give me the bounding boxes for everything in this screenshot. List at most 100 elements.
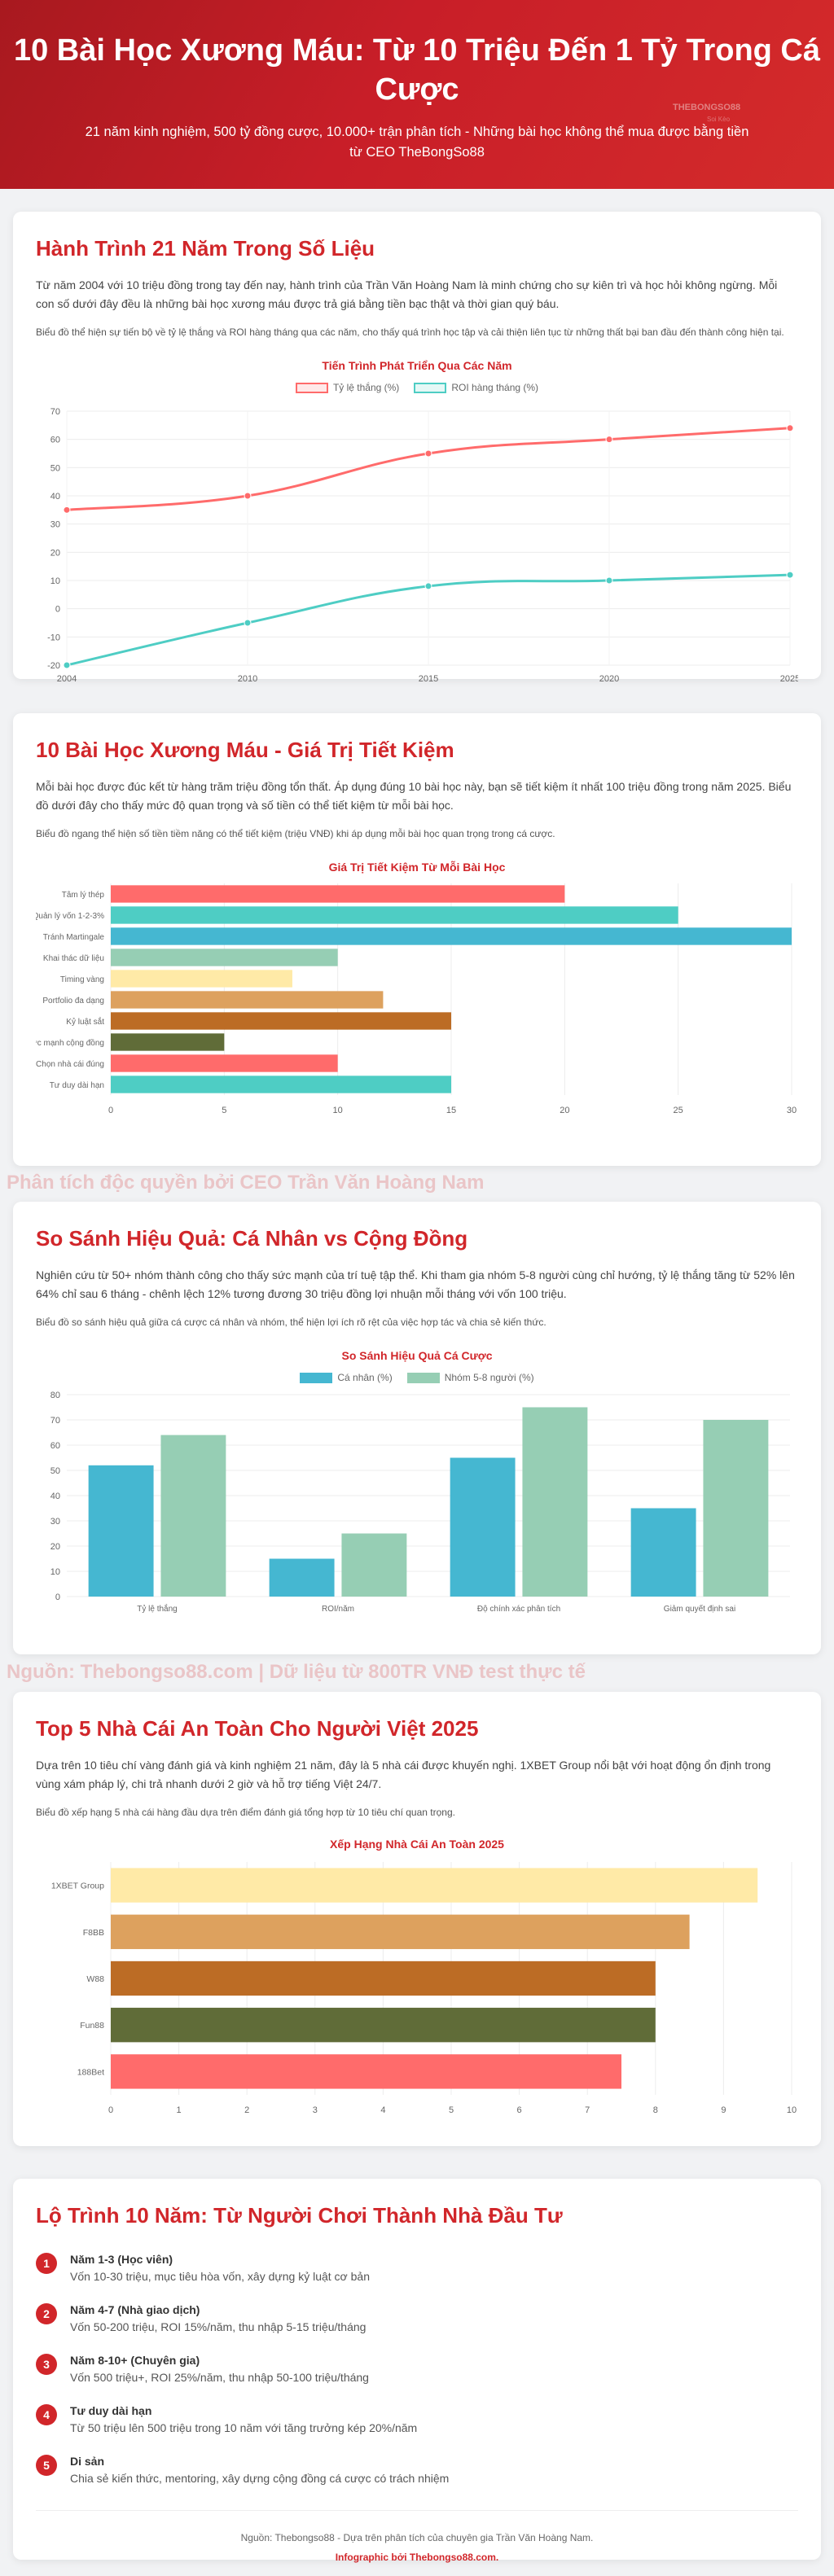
data-point [244,492,252,500]
step-number: 3 [36,2354,57,2375]
roadmap-card: Lộ Trình 10 Năm: Từ Người Chơi Thành Nhà… [13,2179,821,2563]
y-tick-label: 10 [50,1567,60,1577]
legend-label: Cá nhân (%) [337,1372,393,1383]
roadmap-step: 2 Năm 4-7 (Nhà giao dịch) Vốn 50-200 triệ… [36,2302,798,2336]
comparison-bar-chart: 0 10 20 30 40 50 60 70 80 Tỷ lệ thắng ROI/năm Độ ch… [50,1391,790,1614]
roadmap-step: 5 Di sản Chia sẻ kiến thức, mentoring, xâ… [36,2453,798,2487]
x-tick-label: Độ chính xác phân tích [477,1605,560,1614]
category-label: Kỷ luật sắt [66,1016,104,1027]
lessons-title: 10 Bài Học Xương Máu - Giá Trị Tiết Kiệm [36,738,454,762]
y-tick-label: 10 [50,576,60,586]
bar [111,991,384,1009]
y-tick-label: 70 [50,1416,60,1426]
x-tick-label: 15 [446,1106,456,1115]
x-tick-label: 20 [560,1106,569,1115]
y-tick-label: 20 [50,548,60,558]
y-tick-label: 30 [50,1517,60,1527]
bar [111,1914,690,1949]
bar-series-2 [703,1420,769,1597]
line-chart-legend[interactable]: Tỷ lệ thắng (%) ROI hàng tháng (%) [36,382,798,393]
bar [111,2054,621,2089]
page-title: 10 Bài Học Xương Máu: Từ 10 Triệu Đến 1 … [13,33,821,107]
y-tick-label: 0 [55,1592,60,1602]
x-tick-label: 5 [449,2105,454,2115]
comparison-card: So Sánh Hiệu Quả: Cá Nhân vs Cộng Đồng N… [13,1202,821,1654]
y-tick-label: -20 [47,661,60,671]
roadmap-steps: 1 Năm 1-3 (Học viên) Vốn 10-30 triệu, mục… [36,2251,798,2487]
step-description: Chia sẻ kiến thức, mentoring, xây dựng c… [70,2472,450,2485]
comparison-chart-title: So Sánh Hiệu Quả Cá Cược [341,1349,493,1362]
bar [111,1960,656,1996]
bar-series-1 [450,1457,516,1597]
step-description: Vốn 50-200 triệu, ROI 15%/năm, thu nhập … [70,2320,367,2333]
x-tick-label: 9 [721,2105,726,2115]
footer: Nguồn: Thebongso88 - Dựa trên phân tích … [36,2510,798,2563]
y-tick-label: 60 [50,1441,60,1451]
lessons-chart-title: Giá Trị Tiết Kiệm Từ Mỗi Bài Học [328,861,506,874]
watermark-source: Nguồn: Thebongso88.com | Dữ liệu từ 800T… [7,1661,586,1683]
category-label: Chọn nhà cái đúng [36,1060,104,1069]
category-label: W88 [86,1974,104,1984]
x-tick-label: 2010 [238,674,257,684]
x-tick-label: Tỷ lệ thắng [137,1603,177,1614]
footer-source: Nguồn: Thebongso88 - Dựa trên phân tích … [240,2532,594,2543]
x-tick-label: 2015 [419,674,438,684]
comparison-title: So Sánh Hiệu Quả: Cá Nhân vs Cộng Đồng [36,1226,468,1251]
legend-swatch [406,1372,440,1383]
x-tick-label: 2004 [57,674,77,684]
bookmakers-title: Top 5 Nhà Cái An Toàn Cho Người Việt 202… [36,1716,479,1741]
y-tick-label: 40 [50,1492,60,1501]
x-tick-label: 2020 [599,674,619,684]
legend-label: Tỷ lệ thắng (%) [332,382,400,393]
step-description: Từ 50 triệu lên 500 triệu trong 10 năm v… [70,2421,418,2434]
comparison-description: Nghiên cứu từ 50+ nhóm thành công cho th… [36,1268,795,1300]
x-tick-label: 3 [313,2105,318,2115]
legend-item-individual[interactable]: Cá nhân (%) [300,1372,393,1383]
page-subtitle: 21 năm kinh nghiệm, 500 tỷ đồng cược, 10… [85,125,749,160]
bar-series-1 [630,1508,696,1597]
step-number: 5 [36,2455,57,2476]
x-tick-label: 2 [244,2105,249,2115]
x-tick-label: 25 [674,1106,683,1115]
bar-series-2 [522,1407,588,1597]
legend-item-win-rate[interactable]: Tỷ lệ thắng (%) [295,382,400,393]
comparison-chart-legend[interactable]: Cá nhân (%) Nhóm 5-8 người (%) [36,1372,798,1383]
bar [111,1033,225,1051]
bar-series-2 [341,1533,407,1597]
hero-banner: 10 Bài Học Xương Máu: Từ 10 Triệu Đến 1 … [0,0,834,189]
bar-series-2 [160,1435,226,1597]
x-tick-label: 8 [653,2105,658,2115]
y-tick-label: 0 [55,605,60,615]
legend-swatch [295,382,328,393]
y-tick-label: 70 [50,407,60,417]
category-label: Fun88 [80,2021,104,2031]
journey-title: Hành Trình 21 Năm Trong Số Liệu [36,236,375,261]
y-tick-label: -10 [47,633,60,642]
brand-tagline: Soi Kèo [707,116,731,123]
step-description: Vốn 500 triệu+, ROI 25%/năm, thu nhập 50… [70,2371,369,2384]
lessons-bar-chart: 0 5 10 15 20 25 30 Tâm lý thép Quản lý vốn 1-2-3… [36,883,797,1115]
x-tick-label: 2025 [780,674,798,684]
legend-item-group[interactable]: Nhóm 5-8 người (%) [406,1372,534,1383]
line-chart: -20 -10 0 10 20 30 40 50 60 70 2004 2010 2015 2020 202… [47,407,798,684]
step-number: 4 [36,2404,57,2425]
roadmap-step: 4 Tư duy dài hạn Từ 50 triệu lên 500 triệ… [36,2403,798,2437]
bar-series-1 [88,1465,154,1597]
journey-note: Biểu đồ thể hiện sự tiến bộ về tỷ lệ thắ… [36,326,784,338]
bar [111,948,338,966]
bookmakers-chart-title: Xếp Hạng Nhà Cái An Toàn 2025 [330,1838,504,1851]
x-tick-label: ROI/năm [322,1605,354,1614]
lessons-note: Biểu đồ ngang thể hiện số tiền tiềm năng… [36,828,555,839]
bookmakers-note: Biểu đồ xếp hạng 5 nhà cái hàng đầu dựa … [36,1807,455,1818]
category-label: 1XBET Group [51,1882,104,1891]
bar [111,927,792,945]
bar [111,2008,656,2043]
footer-credit[interactable]: Infographic bởi Thebongso88.com. [335,2552,499,2563]
category-label: 188Bet [77,2067,104,2077]
legend-item-roi[interactable]: ROI hàng tháng (%) [414,382,538,393]
x-tick-label: 30 [787,1106,797,1115]
y-tick-label: 80 [50,1391,60,1400]
data-point [786,571,794,579]
y-tick-label: 50 [50,1466,60,1476]
category-label: Sức mạnh cộng đồng [36,1038,104,1048]
